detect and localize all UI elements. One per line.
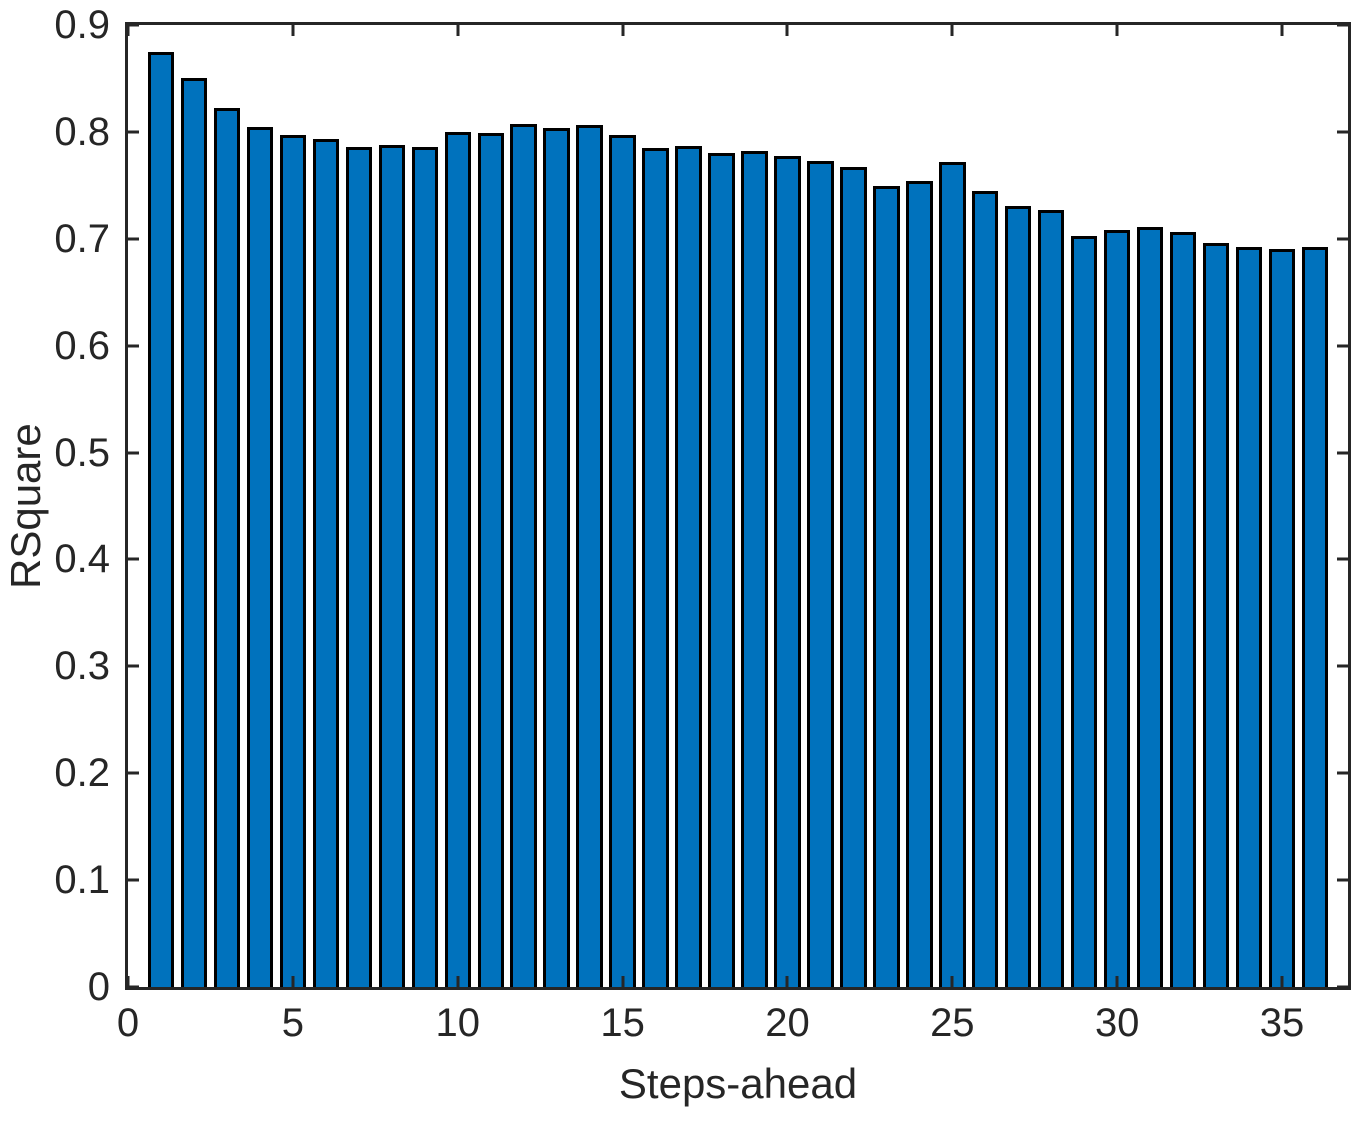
x-tick-mark-top [291,25,295,36]
bar-step-30 [1104,230,1131,987]
y-tick-label: 0.4 [54,537,110,582]
x-tick-mark [1280,976,1284,987]
x-tick-label: 15 [600,1001,645,1045]
x-tick-mark-top [1115,25,1119,36]
x-tick-label: 10 [435,1001,480,1045]
y-tick-mark-right [1337,664,1348,668]
bar-step-2 [180,78,208,987]
y-tick-label: 0.3 [54,644,110,689]
bar-step-16 [642,147,669,987]
x-tick-mark-top [456,25,460,36]
bar-step-4 [246,126,274,987]
x-tick-label: 30 [1094,1001,1140,1045]
x-tick-label: 35 [1259,1001,1305,1045]
y-tick-mark [128,985,139,989]
bar-step-27 [1005,205,1032,987]
y-tick-mark-right [1337,237,1348,241]
x-tick-mark-top [126,25,130,36]
bar-step-21 [807,160,834,987]
y-tick-mark [128,23,139,27]
x-tick-mark-top [621,25,625,36]
x-tick-mark-top [785,25,789,36]
y-tick-label: 0.5 [54,430,110,475]
x-tick-label: 0 [116,1001,140,1045]
x-tick-mark [456,976,460,987]
bar-step-19 [741,151,768,987]
bar-step-13 [543,127,570,987]
x-tick-label: 25 [930,1001,975,1045]
y-tick-label: 0.8 [54,109,110,154]
x-tick-mark-top [950,25,954,36]
bar-step-10 [444,131,471,987]
bar-step-7 [345,146,372,987]
bar-step-15 [609,135,636,987]
y-tick-mark-right [1337,878,1348,882]
bar-step-36 [1301,247,1329,987]
y-tick-mark-right [1337,23,1348,27]
bar-step-32 [1169,232,1197,987]
plot-area: 0 5 10 15 20 25 30 35 0 0.1 0.2 0.3 0.4 0.5 0.6 0.7 0.8 0… [54,3,1351,1045]
y-tick-mark-right [1337,451,1348,455]
x-tick-mark [126,976,130,987]
y-tick-mark [128,878,139,882]
bar-step-24 [906,181,933,987]
x-tick-mark-top [1280,25,1284,36]
y-axis-title: RSquare [2,423,49,589]
bar-step-35 [1268,249,1296,987]
bar-step-29 [1071,235,1098,987]
x-axis-title: Steps-ahead [618,1060,858,1107]
y-tick-label: 0.2 [54,751,110,796]
bar-step-34 [1235,247,1263,987]
bar-step-3 [213,108,241,987]
y-tick-mark-right [1337,771,1348,775]
y-tick-label: 0.9 [54,3,110,47]
y-tick-mark [128,344,139,348]
bar-step-6 [312,139,340,987]
y-tick-label: 0.7 [54,216,110,261]
y-tick-label: 0.1 [54,858,110,903]
x-tick-label: 20 [765,1001,810,1045]
bar-step-26 [972,190,999,987]
bar-step-22 [840,167,867,987]
x-tick-label: 5 [281,1001,304,1045]
y-tick-mark-right [1337,344,1348,348]
y-tick-mark-right [1337,130,1348,134]
y-tick-mark [128,451,139,455]
bar-step-17 [675,145,702,987]
y-tick-mark [128,664,139,668]
y-tick-label: 0 [87,965,110,1009]
bar-step-9 [411,146,438,987]
bar-step-8 [378,144,405,987]
bar-step-11 [477,132,504,987]
y-tick-label: 0.6 [54,323,110,368]
x-tick-mark [1115,976,1119,987]
x-tick-mark [291,976,295,987]
y-tick-mark [128,237,139,241]
bar-step-25 [939,161,966,987]
x-tick-mark [950,976,954,987]
bar-step-12 [510,124,537,987]
bar-step-14 [576,125,603,987]
bar-step-20 [774,156,801,987]
bar-step-1 [147,51,175,987]
x-tick-mark [621,976,625,987]
bar-step-31 [1136,227,1164,987]
bar-step-23 [873,186,900,987]
y-tick-mark [128,557,139,561]
y-tick-mark-right [1337,557,1348,561]
y-tick-mark [128,771,139,775]
bar-step-18 [708,153,735,987]
bar-step-33 [1202,243,1230,987]
bar-step-5 [279,135,307,987]
bar-step-28 [1038,209,1065,987]
x-tick-mark [785,976,789,987]
y-tick-mark-right [1337,985,1348,989]
y-tick-mark [128,130,139,134]
